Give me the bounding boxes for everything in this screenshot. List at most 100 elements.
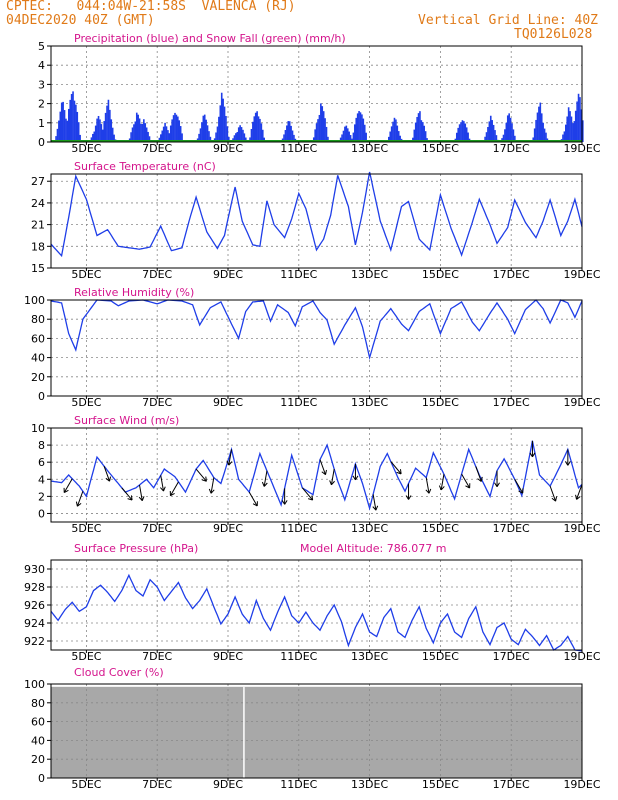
precip-bar [260,123,263,142]
precip-bar [574,110,577,142]
precip-bar [536,112,539,142]
panel-frame [50,45,583,143]
precip-bar [76,111,79,142]
x-tick-label: 7DEC [142,522,172,535]
precip-bar [63,110,66,142]
precip-bar [484,136,486,142]
precip-bar [162,126,165,142]
x-tick-label: 19DEC [563,650,600,663]
precip-bar [563,131,566,142]
station-header: CPTEC: 044:04W-21:58S VALENCA (RJ) [6,0,296,14]
precip-bar [169,125,172,142]
x-tick-label: 9DEC [213,142,243,155]
precip-bar [106,105,108,142]
precip-bar [355,117,358,142]
x-tick-label: 11DEC [280,268,317,281]
precip-bar [164,122,166,142]
precip-bar [533,128,536,142]
precip-bar [223,106,226,142]
precip-bar [100,124,103,142]
precip-bar [252,121,254,142]
wind-arrow [440,474,445,490]
y-tick-label: 60 [31,332,45,345]
x-tick-label: 13DEC [351,650,388,663]
wind-arrow [330,468,335,485]
x-tick-label: 13DEC [351,268,388,281]
precip-bar [263,137,265,142]
precip-bar [244,137,247,142]
x-tick-label: 9DEC [213,268,243,281]
wind-arrowhead [477,476,483,482]
precip-bar [181,133,183,142]
wind-arrow [103,465,111,482]
precip-bar [222,98,224,142]
panel-title: Relative Humidity (%) [74,286,194,299]
precip-bar [458,124,461,142]
precip-bar [165,126,168,142]
precip-bar [495,135,498,142]
x-tick-label: 9DEC [213,522,243,535]
precip-bar [538,106,540,142]
y-tick-label: 926 [24,599,45,612]
precip-bar [283,134,285,142]
y-tick-label: 60 [31,716,45,729]
wind-arrow [301,487,314,501]
y-tick-label: 2 [38,98,45,111]
precip-bar [198,133,200,142]
wind-arrowhead [352,475,359,481]
y-tick-label: 0 [38,390,45,403]
x-tick-label: 11DEC [280,396,317,409]
precip-bar [389,131,392,142]
wind-arrow [461,473,471,489]
precip-bar [572,123,574,142]
x-tick-label: 17DEC [493,396,530,409]
precip-bar [239,125,241,142]
precip-bar [250,128,253,142]
panel-frame [50,683,583,779]
x-tick-label: 15DEC [422,778,459,791]
precip-bar [175,114,178,142]
precip-bar [388,136,390,142]
precip-bar [203,114,206,142]
precip-bar [348,131,350,142]
precip-bar [90,137,93,142]
precip-bar [535,119,537,142]
precip-bar [208,131,210,142]
x-tick-label: 5DEC [71,522,101,535]
x-tick-label: 11DEC [280,650,317,663]
wind-arrow [372,494,377,511]
precip-bar [321,106,324,142]
precip-bar [97,115,100,142]
x-tick-label: 17DEC [493,522,530,535]
x-tick-label: 7DEC [142,778,172,791]
precip-bar [172,115,175,142]
precip-bar [397,131,400,142]
precip-bar [133,124,135,142]
precip-bar [70,93,73,142]
series-line [50,299,583,361]
precip-bar [567,107,570,142]
y-tick-label: 100 [24,678,45,691]
precip-bar [92,133,94,142]
precip-bar [346,128,349,142]
precip-bar [174,112,176,142]
precip-bar [314,129,316,142]
wind-arrowhead [169,490,175,497]
wind-arrow [170,481,179,496]
precip-bar [317,119,319,142]
precip-bar [226,126,229,142]
precip-bar [365,132,367,142]
precip-bar [542,122,544,142]
wind-arrowhead [396,469,402,475]
precip-bar [509,117,512,142]
panel-4: Surface Wind (m/s) 0 2 4 6 8 10 5DEC 7DEC 9DEC 11D… [31,414,601,535]
precip-bar [199,128,202,142]
y-tick-label: 0 [38,772,45,785]
precip-bar [236,132,239,142]
wind-arrow [121,487,133,501]
x-tick-label: 15DEC [422,650,459,663]
wind-arrow [63,478,73,493]
precip-bar [55,136,57,142]
precip-bar [570,116,573,142]
precip-bar [291,130,294,142]
